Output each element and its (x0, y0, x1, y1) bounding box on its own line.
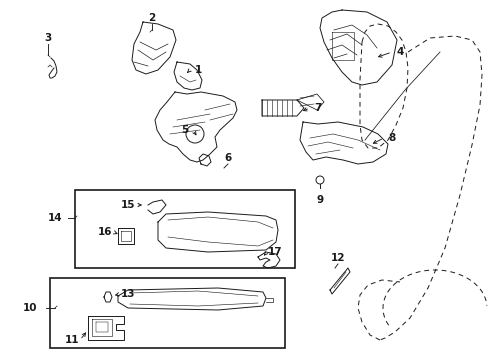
Text: 8: 8 (387, 133, 395, 143)
Text: 17: 17 (267, 247, 282, 257)
Text: 2: 2 (148, 13, 155, 23)
Text: 3: 3 (44, 33, 52, 43)
Bar (50, 278, 285, 348)
Text: 6: 6 (224, 153, 231, 163)
Bar (75, 190, 294, 268)
Text: 12: 12 (330, 253, 345, 263)
Text: 16: 16 (98, 227, 112, 237)
Text: 5: 5 (181, 125, 188, 135)
Text: 7: 7 (314, 103, 321, 113)
Text: 13: 13 (121, 289, 135, 299)
Text: 9: 9 (316, 195, 323, 205)
Text: 1: 1 (194, 65, 201, 75)
Text: 4: 4 (395, 47, 403, 57)
Text: 10: 10 (23, 303, 37, 313)
Text: 11: 11 (64, 335, 79, 345)
Text: 14: 14 (48, 213, 62, 223)
Text: 15: 15 (121, 200, 135, 210)
